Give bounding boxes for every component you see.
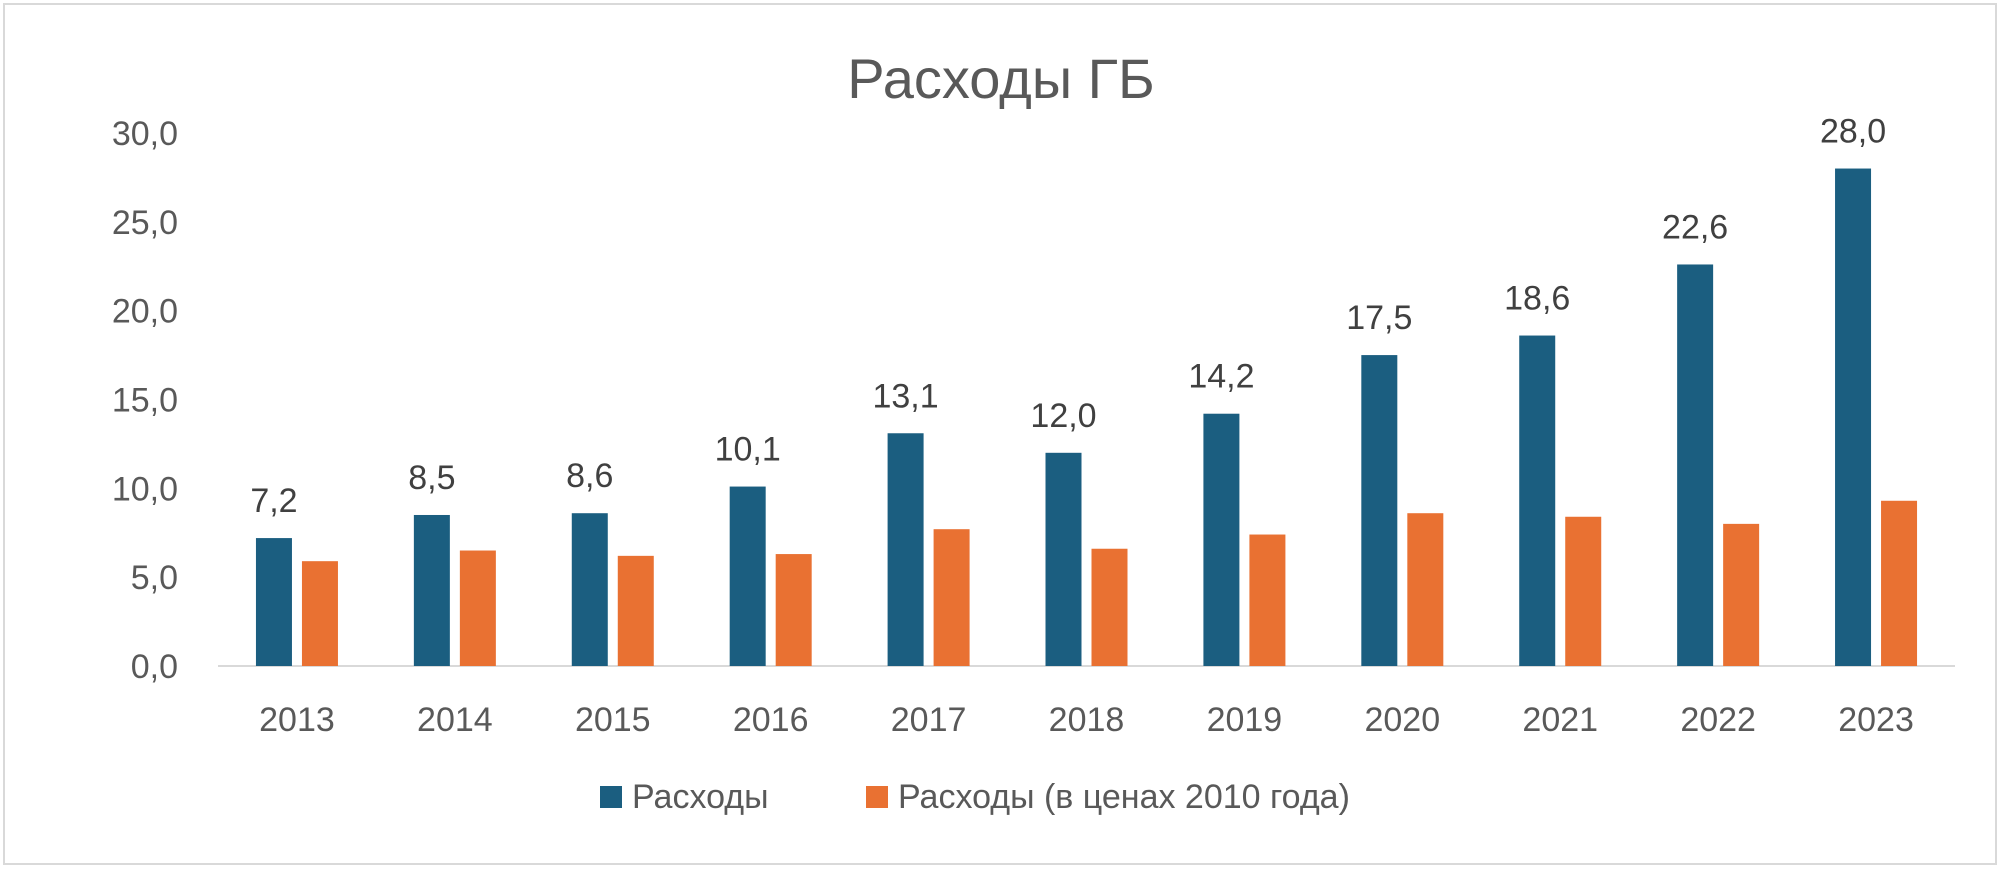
bar-rashody-2010	[1091, 548, 1128, 666]
bars: 7,2 8,5 8,6 10,1 13,1 12,0 14,2 17,5 18,6 22,6 28,…	[250, 113, 1918, 667]
bar-rashody-2010	[1565, 516, 1602, 666]
bar-rashody	[1045, 452, 1082, 666]
bar-rashody-2010	[459, 550, 496, 666]
chart-frame	[3, 3, 1997, 865]
bar-rashody-2010	[617, 555, 654, 666]
legend: Расходы Расходы (в ценах 2010 года)	[600, 778, 1350, 816]
bar-rashody	[413, 514, 450, 666]
bar-rashody	[1835, 168, 1872, 667]
data-label: 10,1	[715, 431, 781, 469]
data-label: 18,6	[1504, 280, 1570, 318]
x-tick-label: 2021	[1522, 701, 1598, 739]
y-tick-label: 0,0	[131, 648, 178, 686]
data-label: 14,2	[1188, 358, 1254, 396]
bar-rashody	[1361, 355, 1398, 666]
bar-rashody-2010	[301, 561, 338, 666]
y-tick-label: 20,0	[112, 293, 178, 331]
bar-rashody	[887, 433, 924, 666]
data-label: 7,2	[250, 482, 297, 520]
data-label: 12,0	[1030, 397, 1096, 435]
data-label: 22,6	[1662, 208, 1728, 246]
legend-swatch-rashody	[600, 786, 622, 808]
data-label: 13,1	[872, 377, 938, 415]
bar-rashody-2010	[1249, 534, 1286, 666]
data-label: 17,5	[1346, 299, 1412, 337]
legend-label-rashody: Расходы	[632, 778, 769, 816]
legend-label-rashody-2010: Расходы (в ценах 2010 года)	[898, 778, 1350, 816]
bar-rashody	[571, 513, 608, 666]
y-tick-label: 30,0	[112, 115, 178, 153]
y-tick-label: 25,0	[112, 204, 178, 242]
x-tick-label: 2019	[1207, 701, 1283, 739]
bar-rashody	[1519, 335, 1556, 666]
data-label: 8,5	[408, 459, 455, 497]
bar-rashody	[255, 538, 292, 666]
bar-rashody-2010	[933, 529, 970, 666]
data-label: 8,6	[566, 457, 613, 495]
x-tick-label: 2015	[575, 701, 651, 739]
y-tick-label: 15,0	[112, 382, 178, 420]
bar-rashody-2010	[1881, 500, 1918, 666]
x-tick-label: 2022	[1680, 701, 1756, 739]
chart-title: Расходы ГБ	[847, 47, 1154, 110]
bar-rashody	[1677, 264, 1714, 666]
legend-swatch-rashody-2010	[866, 786, 888, 808]
x-tick-label: 2023	[1838, 701, 1914, 739]
y-axis: 0,0 5,0 10,0 15,0 20,0 25,0 30,0	[112, 115, 178, 686]
bar-rashody	[1203, 413, 1240, 666]
x-tick-label: 2017	[891, 701, 967, 739]
bar-rashody-2010	[1723, 523, 1760, 666]
x-tick-label: 2020	[1364, 701, 1440, 739]
bar-rashody	[729, 486, 766, 666]
x-tick-label: 2014	[417, 701, 493, 739]
data-label: 28,0	[1820, 113, 1886, 151]
bar-rashody-2010	[775, 554, 812, 666]
y-tick-label: 5,0	[131, 559, 178, 597]
x-tick-label: 2018	[1049, 701, 1125, 739]
x-tick-label: 2016	[733, 701, 809, 739]
x-tick-label: 2013	[259, 701, 335, 739]
bar-rashody-2010	[1407, 513, 1444, 666]
y-tick-label: 10,0	[112, 470, 178, 508]
x-axis: 2013 2014 2015 2016 2017 2018 2019 2020 2021 2022…	[259, 701, 1914, 739]
